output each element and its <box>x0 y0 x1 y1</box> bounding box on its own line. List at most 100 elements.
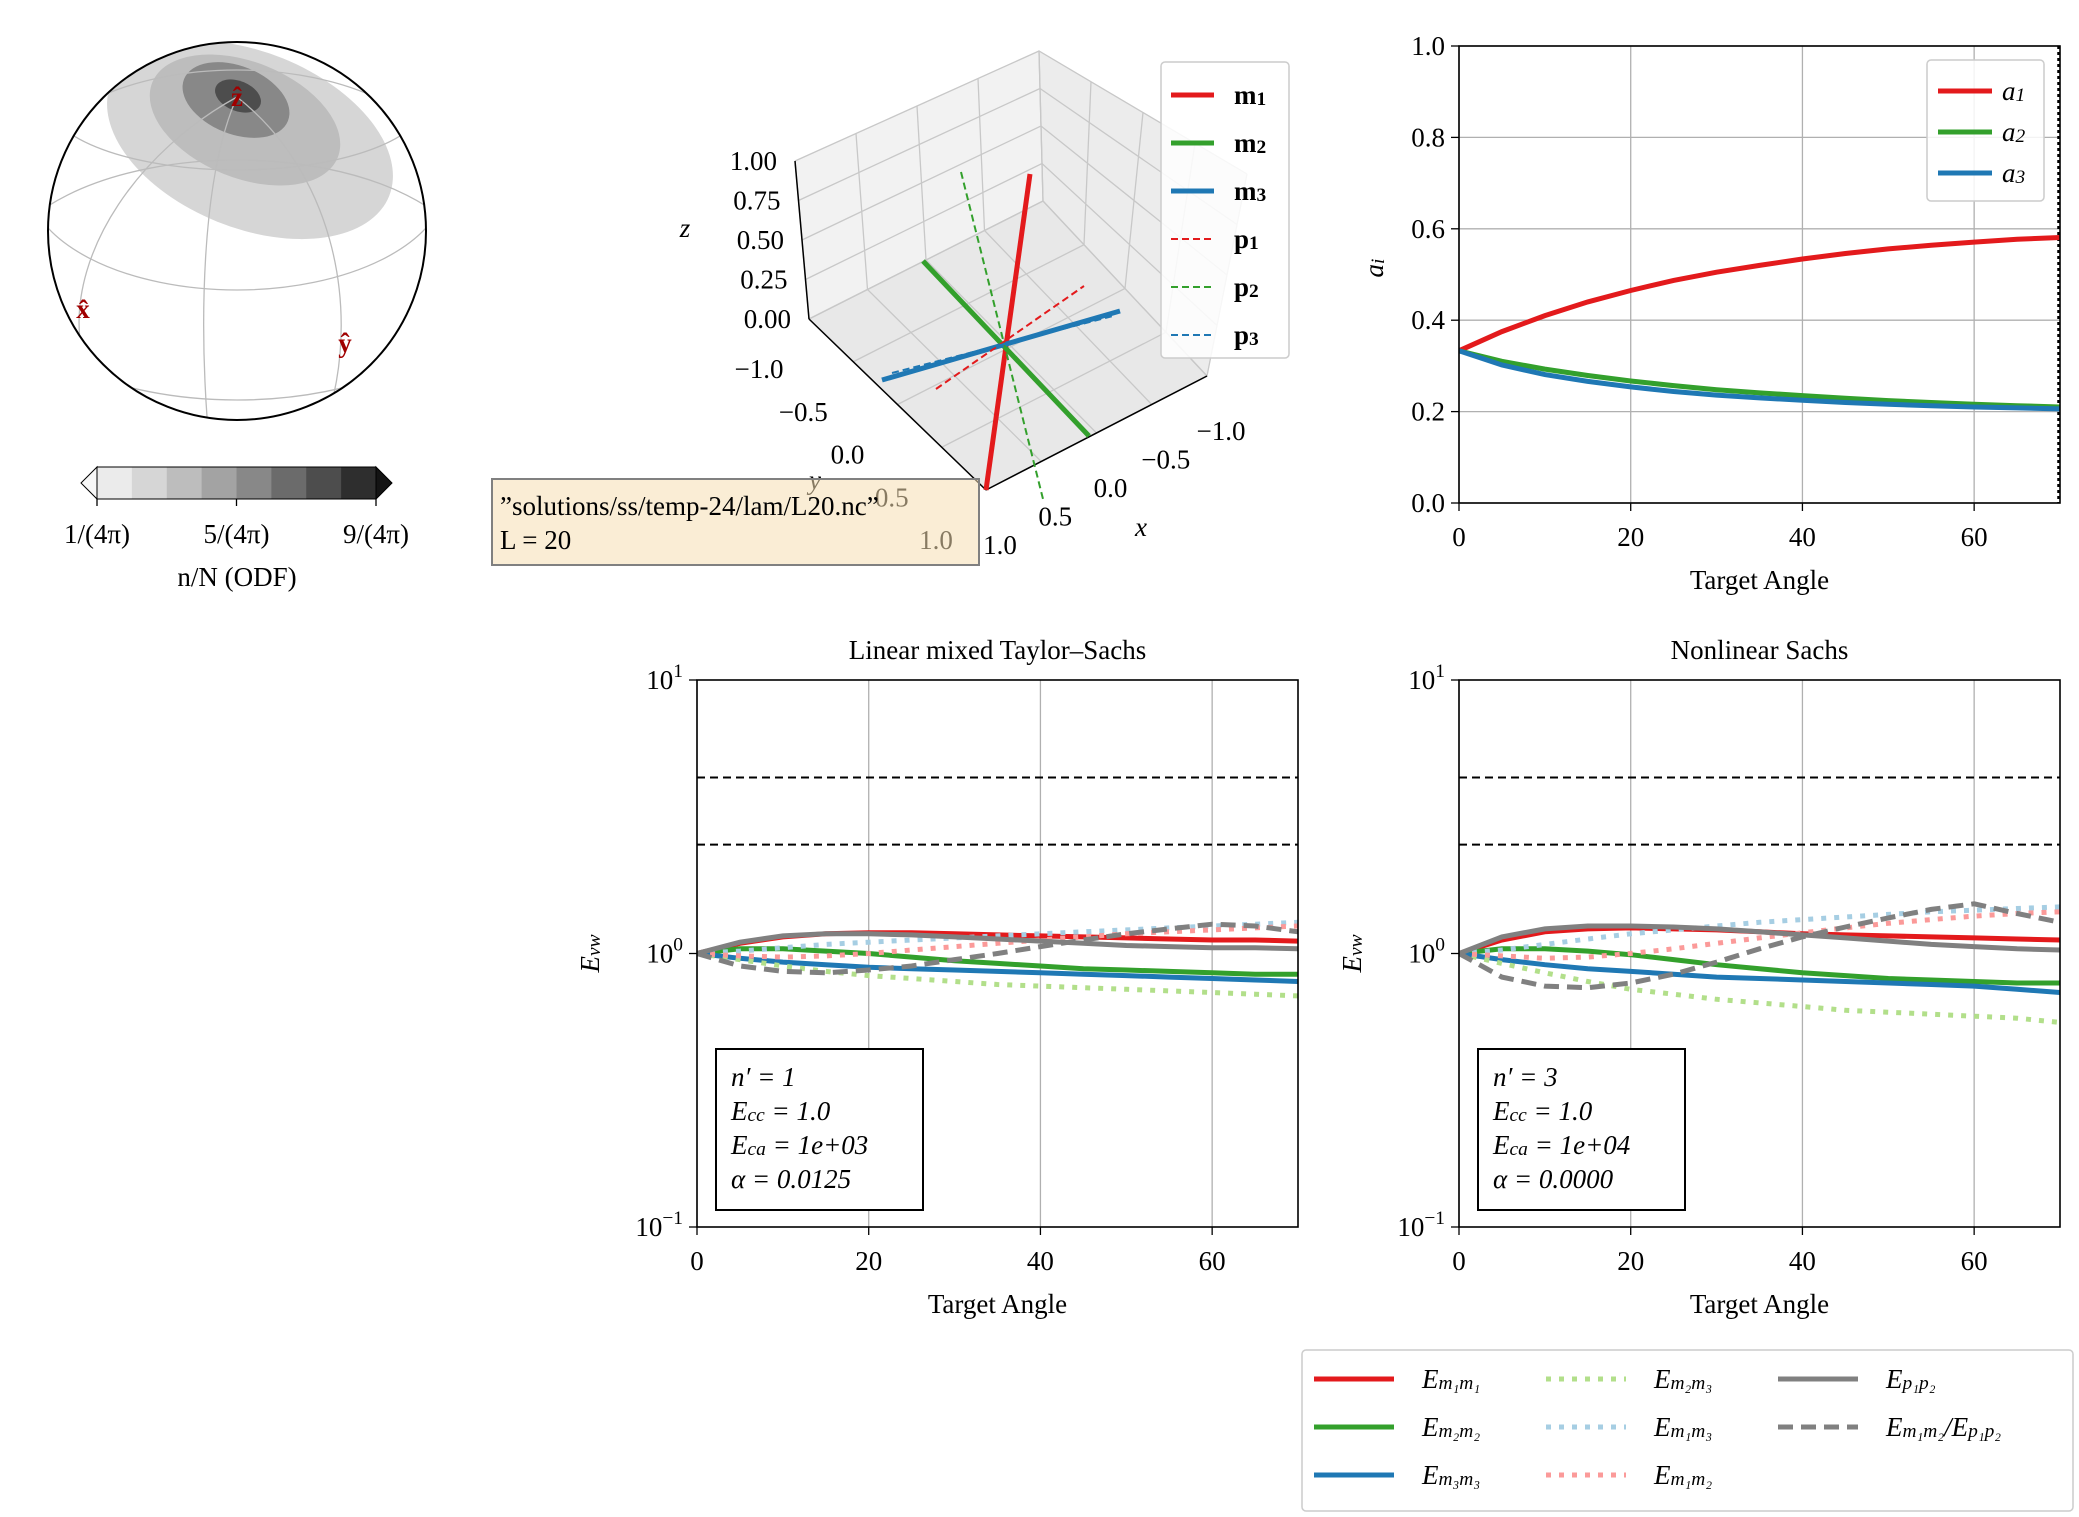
text-part: E <box>1653 1460 1671 1490</box>
legend-label: Em₂m₃ <box>1653 1364 1712 1394</box>
y-tick-label: 0.0 <box>1411 488 1445 518</box>
legend-label: a3 <box>2002 158 2026 188</box>
subscript: cc <box>1510 1105 1528 1126</box>
x-tick-label: 40 <box>1789 522 1816 552</box>
text-part: E <box>730 1130 748 1160</box>
legend-label: Em₁m₃ <box>1653 1412 1712 1442</box>
x-tick-label: −1.0 <box>1197 416 1246 446</box>
sphere-grid <box>203 96 238 420</box>
subscript: ca <box>748 1139 766 1160</box>
legend-box <box>1301 1349 2074 1512</box>
text-box-line: Eca = 1e+04 <box>1492 1130 1630 1160</box>
y-tick-label: 100 <box>646 934 683 968</box>
x-tick-label: 40 <box>1789 1246 1816 1276</box>
x-tick-label: 0 <box>1452 522 1466 552</box>
odf-contour <box>215 79 261 113</box>
y-tick-label: 10−1 <box>1397 1208 1445 1242</box>
grid-line <box>855 133 1042 462</box>
subscript: 1 <box>1257 89 1267 110</box>
text-part: E <box>1421 1364 1439 1394</box>
x-tick-label: 20 <box>1617 522 1644 552</box>
y-tick-label: 101 <box>646 661 683 695</box>
text-part: E <box>1885 1364 1903 1394</box>
axis-label: ẑ <box>231 82 243 112</box>
axis-label: x <box>1134 512 1147 542</box>
text-part: E <box>1653 1364 1671 1394</box>
chart-title: Nonlinear Sachs <box>1671 635 1849 665</box>
superscript: −1 <box>662 1208 683 1229</box>
x-tick-label: 60 <box>1961 1246 1988 1276</box>
colorbar-segment <box>131 467 168 499</box>
colorbar-segment <box>306 467 342 499</box>
x-tick-label: 1.0 <box>983 530 1017 560</box>
axis-label: z <box>679 213 691 243</box>
subscript: m₃m₃ <box>1439 1469 1481 1490</box>
sphere-grid <box>48 42 426 171</box>
text-part: a <box>1359 264 1389 278</box>
subscript: cc <box>748 1105 766 1126</box>
legend-label: p3 <box>1234 320 1259 350</box>
z-tick-label: 0.25 <box>740 265 787 295</box>
text-part: = 1.0 <box>1527 1096 1593 1126</box>
subscript: vw <box>584 934 605 956</box>
text-part: p <box>1234 320 1249 350</box>
y-tick-label: 0.6 <box>1411 214 1445 244</box>
series-line <box>1459 909 2060 961</box>
subscript: 1 <box>1249 233 1259 254</box>
text-part: m <box>1234 128 1257 158</box>
subscript: 2 <box>1249 281 1259 302</box>
text-part: 10 <box>635 1212 662 1242</box>
sphere-outline <box>47 41 427 421</box>
text-box-line: Eca = 1e+03 <box>730 1130 868 1160</box>
text-part: E <box>1492 1096 1510 1126</box>
text-part: /E <box>1942 1412 1969 1442</box>
grid-line <box>977 78 1153 405</box>
subscript: ca <box>1510 1139 1528 1160</box>
legend-label: a1 <box>2002 76 2025 106</box>
series-line <box>697 931 1298 956</box>
odf-sphere <box>48 42 426 420</box>
text-box-line: n′ = 3 <box>1493 1062 1558 1092</box>
series-line <box>1459 923 2060 956</box>
x-axis-label: Target Angle <box>928 1289 1067 1319</box>
grid-line <box>916 105 1097 434</box>
subscript: m₁m₂ <box>1903 1421 1945 1442</box>
text-part: = 1.0 <box>765 1096 831 1126</box>
annotation-text: ”solutions/ss/temp-24/lam/L20.nc” <box>500 491 879 521</box>
subscript: 3 <box>1257 185 1267 206</box>
colorbar-extend <box>80 465 98 501</box>
legend-label: Ep₁p₂ <box>1885 1364 1936 1394</box>
y-tick-label: 0.4 <box>1411 305 1445 335</box>
series-line <box>697 923 1298 960</box>
legend-label: a2 <box>2002 117 2026 147</box>
text-box-line: α = 0.0000 <box>1493 1164 1614 1194</box>
text-part: a <box>2002 117 2016 147</box>
text-part: m <box>1234 80 1257 110</box>
vector <box>935 285 1085 390</box>
colorbar-segment <box>97 467 133 499</box>
text-part: E <box>1337 956 1367 974</box>
text-part: E <box>1653 1412 1671 1442</box>
superscript: −1 <box>1424 1208 1445 1229</box>
sphere-grid <box>78 96 238 341</box>
annotation-text: L = 20 <box>500 525 571 555</box>
subscript: vw <box>1346 934 1367 956</box>
text-box-line: α = 0.0125 <box>731 1164 851 1194</box>
superscript: 1 <box>1435 661 1445 682</box>
series-line <box>1459 235 2060 354</box>
subscript: 3 <box>2015 167 2026 188</box>
legend-label: p2 <box>1234 272 1259 302</box>
x-tick-label: 40 <box>1027 1246 1054 1276</box>
y-tick-label: 0.0 <box>831 440 865 470</box>
x-tick-label: 20 <box>1617 1246 1644 1276</box>
text-part: E <box>1885 1412 1903 1442</box>
x-tick-label: 20 <box>855 1246 882 1276</box>
superscript: 1 <box>673 661 683 682</box>
axis-label: ŷ <box>338 328 352 358</box>
text-part: p <box>1234 224 1249 254</box>
grid-line <box>1038 50 1208 377</box>
subscript: m₁m₁ <box>1439 1373 1481 1394</box>
series-line <box>1459 348 2060 410</box>
